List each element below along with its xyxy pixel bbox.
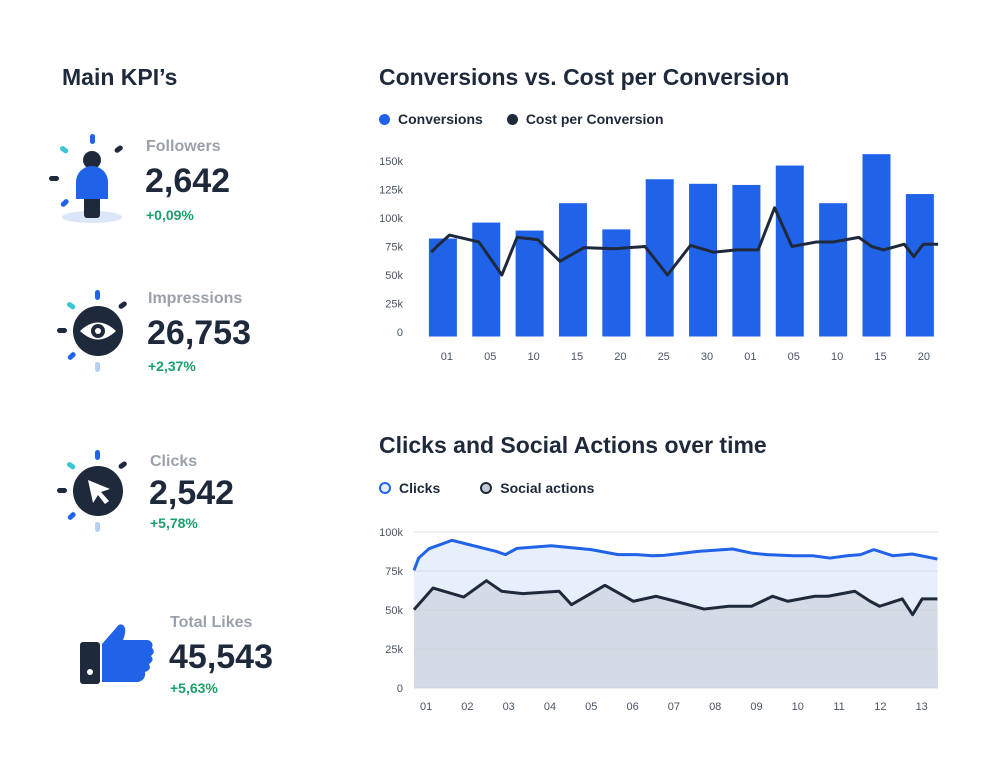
x-tick-label: 20 bbox=[614, 351, 626, 363]
eye-icon bbox=[57, 290, 127, 372]
kpi-label: Clicks bbox=[150, 453, 198, 470]
legend-swatch bbox=[379, 113, 390, 125]
kpi-label: Followers bbox=[146, 138, 221, 155]
bar bbox=[819, 203, 848, 337]
legend-label: Social actions bbox=[500, 480, 595, 496]
kpi-change: +0,09% bbox=[146, 207, 194, 223]
legend-item: Cost per Conversion bbox=[506, 111, 664, 127]
bar bbox=[558, 203, 587, 337]
y-tick-label: 100k bbox=[379, 213, 403, 225]
cursor-icon bbox=[57, 450, 127, 532]
x-tick-label: 10 bbox=[792, 701, 804, 713]
x-tick-label: 04 bbox=[544, 701, 556, 713]
bar bbox=[602, 229, 631, 337]
x-tick-label: 15 bbox=[571, 351, 583, 363]
chart-title: Clicks and Social Actions over time bbox=[379, 432, 767, 458]
kpi-label: Total Likes bbox=[170, 614, 253, 631]
legend-item: Clicks bbox=[379, 480, 440, 496]
y-tick-label: 0 bbox=[397, 683, 403, 695]
social-actions-area bbox=[414, 580, 938, 688]
x-tick-label: 01 bbox=[420, 701, 432, 713]
bar bbox=[732, 184, 761, 337]
x-tick-label: 25 bbox=[658, 351, 670, 363]
kpi-change: +2,37% bbox=[148, 358, 196, 374]
y-tick-label: 50k bbox=[385, 270, 403, 282]
x-tick-label: 05 bbox=[788, 351, 800, 363]
x-tick-label: 01 bbox=[744, 351, 756, 363]
y-tick-label: 75k bbox=[385, 242, 403, 254]
kpi-value: 2,542 bbox=[149, 474, 235, 512]
legend-swatch bbox=[480, 482, 493, 494]
kpi-value: 45,543 bbox=[169, 638, 273, 676]
y-tick-label: 25k bbox=[385, 299, 403, 311]
x-tick-label: 05 bbox=[585, 701, 597, 713]
x-tick-label: 20 bbox=[918, 351, 930, 363]
x-tick-label: 03 bbox=[503, 701, 515, 713]
x-tick-label: 13 bbox=[916, 701, 928, 713]
x-tick-label: 30 bbox=[701, 351, 713, 363]
legend-label: Clicks bbox=[399, 480, 441, 496]
y-tick-label: 100k bbox=[379, 527, 403, 539]
bar bbox=[515, 230, 544, 337]
y-tick-label: 150k bbox=[379, 156, 403, 168]
x-tick-label: 09 bbox=[750, 701, 762, 713]
chart-title: Conversions vs. Cost per Conversion bbox=[379, 64, 790, 90]
chart-legend: Clicks Social actions bbox=[379, 480, 594, 496]
legend-item: Social actions bbox=[480, 480, 594, 496]
x-tick-label: 08 bbox=[709, 701, 721, 713]
bar bbox=[862, 154, 891, 337]
legend-swatch bbox=[379, 482, 391, 494]
bar bbox=[472, 222, 501, 337]
kpi-value: 2,642 bbox=[145, 162, 231, 200]
x-tick-label: 06 bbox=[626, 701, 638, 713]
x-tick-label: 15 bbox=[874, 351, 886, 363]
social-actions-line bbox=[412, 579, 938, 617]
cost-per-conversion-line bbox=[430, 206, 939, 277]
legend-item: Conversions bbox=[379, 111, 483, 127]
chart-legend: Conversions Cost per Conversion bbox=[379, 111, 664, 127]
kpi-change: +5,78% bbox=[150, 515, 198, 531]
thumbs-up-icon bbox=[80, 624, 154, 684]
kpi-label: Impressions bbox=[148, 290, 243, 307]
y-tick-label: 25k bbox=[385, 644, 403, 656]
y-tick-label: 125k bbox=[379, 185, 403, 197]
bar bbox=[689, 183, 718, 337]
bar bbox=[775, 165, 804, 337]
legend-label: Conversions bbox=[398, 111, 483, 127]
x-tick-label: 10 bbox=[527, 351, 539, 363]
x-tick-label: 07 bbox=[668, 701, 680, 713]
clicks-line bbox=[412, 538, 938, 571]
bar bbox=[905, 194, 934, 337]
bar bbox=[645, 179, 674, 337]
x-tick-label: 05 bbox=[484, 351, 496, 363]
kpi-change: +5,63% bbox=[170, 680, 218, 696]
bar bbox=[428, 238, 457, 337]
kpi-value: 26,753 bbox=[147, 314, 251, 352]
legend-swatch bbox=[506, 113, 518, 125]
y-tick-label: 50k bbox=[385, 605, 403, 617]
legend-label: Cost per Conversion bbox=[525, 111, 664, 127]
x-tick-label: 02 bbox=[461, 701, 473, 713]
y-tick-label: 75k bbox=[385, 566, 403, 578]
person-icon bbox=[49, 134, 123, 223]
x-tick-label: 11 bbox=[833, 701, 844, 713]
y-tick-label: 0 bbox=[397, 327, 403, 339]
x-tick-label: 12 bbox=[874, 701, 886, 713]
x-tick-label: 01 bbox=[441, 351, 453, 363]
kpi-title: Main KPI’s bbox=[62, 64, 178, 90]
x-tick-label: 10 bbox=[831, 351, 843, 363]
